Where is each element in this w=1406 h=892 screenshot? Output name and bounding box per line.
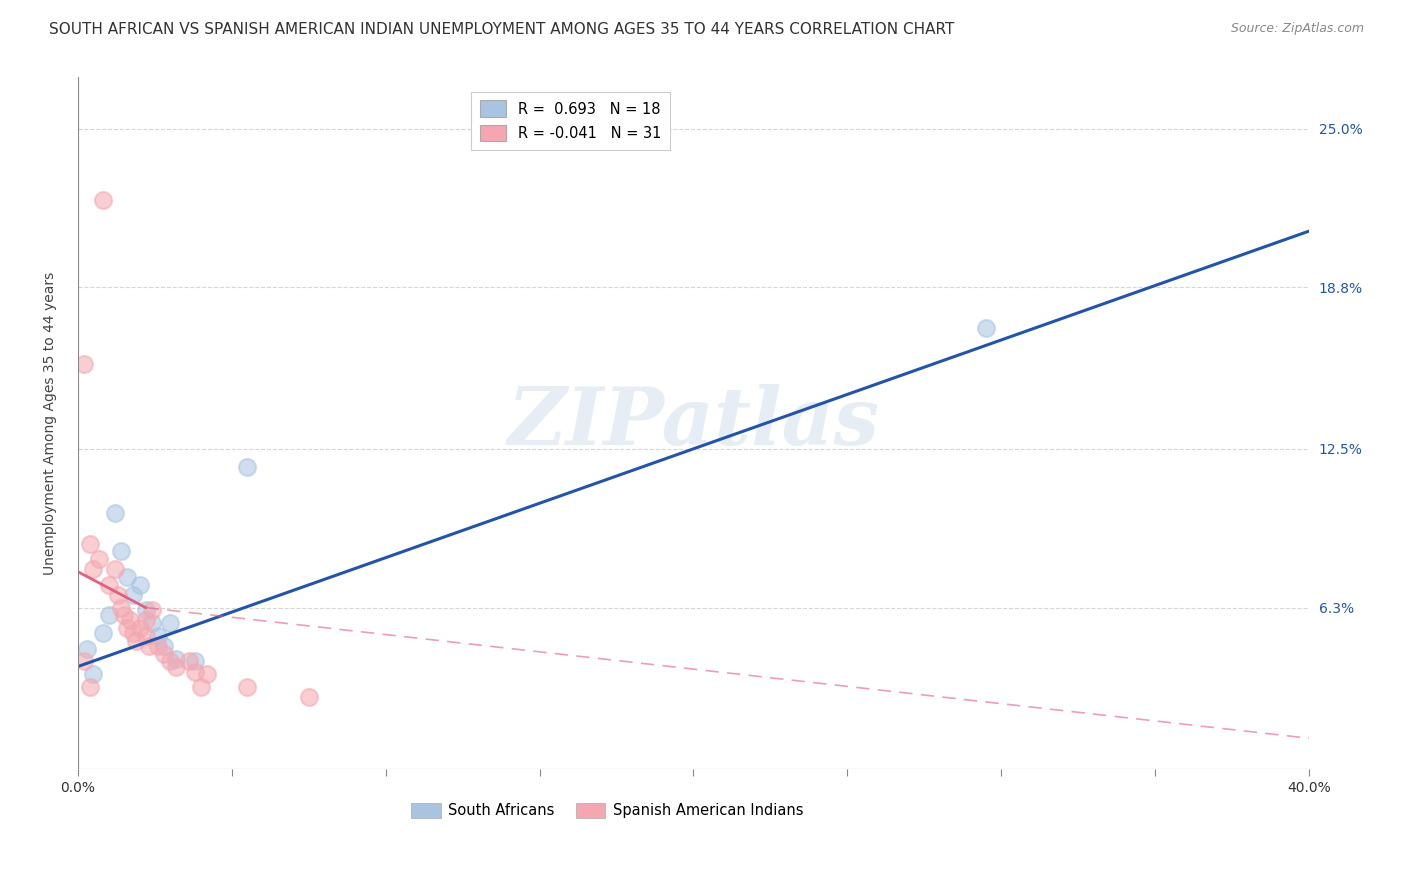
Point	[195, 667, 218, 681]
Point	[112, 608, 135, 623]
Point	[159, 654, 181, 668]
Point	[138, 639, 160, 653]
Point	[153, 639, 176, 653]
Text: Source: ZipAtlas.com: Source: ZipAtlas.com	[1230, 22, 1364, 36]
Point	[125, 633, 148, 648]
Point	[82, 562, 104, 576]
Point	[141, 603, 163, 617]
Point	[110, 600, 132, 615]
Point	[110, 544, 132, 558]
Point	[153, 647, 176, 661]
Point	[104, 506, 127, 520]
Point	[73, 357, 96, 371]
Point	[298, 690, 321, 705]
Point	[91, 194, 114, 208]
Point	[146, 639, 169, 653]
Point	[73, 654, 96, 668]
Point	[141, 615, 163, 630]
Point	[79, 536, 101, 550]
Point	[159, 615, 181, 630]
Point	[135, 614, 157, 628]
Point	[146, 629, 169, 643]
Point	[79, 680, 101, 694]
Point	[97, 577, 120, 591]
Point	[974, 321, 997, 335]
Point	[184, 665, 207, 679]
Point	[82, 667, 104, 681]
Text: ZIPatlas: ZIPatlas	[508, 384, 880, 462]
Point	[236, 680, 259, 694]
Point	[115, 570, 138, 584]
Point	[89, 552, 111, 566]
Point	[190, 680, 212, 694]
Point	[128, 621, 150, 635]
Point	[97, 608, 120, 623]
Point	[184, 654, 207, 668]
Point	[128, 577, 150, 591]
Point	[107, 588, 129, 602]
Point	[135, 629, 157, 643]
Point	[120, 614, 142, 628]
Point	[236, 459, 259, 474]
Point	[122, 626, 145, 640]
Point	[76, 641, 98, 656]
Point	[165, 652, 187, 666]
Point	[135, 603, 157, 617]
Point	[104, 562, 127, 576]
Point	[91, 626, 114, 640]
Text: SOUTH AFRICAN VS SPANISH AMERICAN INDIAN UNEMPLOYMENT AMONG AGES 35 TO 44 YEARS : SOUTH AFRICAN VS SPANISH AMERICAN INDIAN…	[49, 22, 955, 37]
Point	[115, 621, 138, 635]
Legend: South Africans, Spanish American Indians: South Africans, Spanish American Indians	[406, 797, 808, 824]
Point	[177, 654, 200, 668]
Point	[165, 659, 187, 673]
Point	[122, 588, 145, 602]
Y-axis label: Unemployment Among Ages 35 to 44 years: Unemployment Among Ages 35 to 44 years	[44, 271, 58, 574]
